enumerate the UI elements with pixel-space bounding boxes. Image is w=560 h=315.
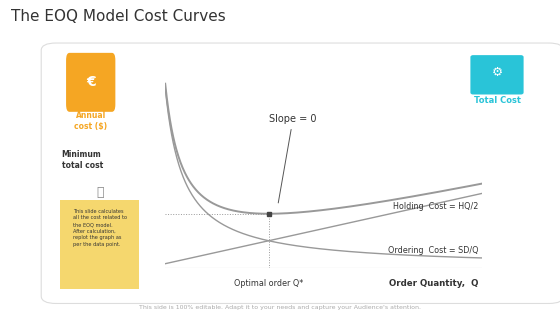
Text: Order Quantity,  Q: Order Quantity, Q (389, 279, 479, 288)
Text: Annual
cost ($): Annual cost ($) (74, 111, 108, 131)
Text: This side is 100% editable. Adapt it to your needs and capture your Audience's a: This side is 100% editable. Adapt it to … (139, 305, 421, 310)
Text: Holding  Cost = HQ/2: Holding Cost = HQ/2 (393, 202, 479, 211)
Text: This slide calculates
all the cost related to
the EOQ model.
After calculation,
: This slide calculates all the cost relat… (73, 209, 127, 247)
FancyBboxPatch shape (470, 55, 524, 94)
FancyBboxPatch shape (66, 53, 115, 112)
Text: Optimal order Q*: Optimal order Q* (234, 279, 304, 288)
Text: ⹀: ⹀ (96, 186, 104, 199)
Text: Ordering  Cost = SD/Q: Ordering Cost = SD/Q (388, 246, 479, 255)
FancyBboxPatch shape (60, 200, 139, 289)
Text: ⚙: ⚙ (491, 66, 503, 79)
Text: Minimum
total cost: Minimum total cost (62, 150, 103, 170)
Text: Total Cost: Total Cost (474, 96, 521, 105)
FancyBboxPatch shape (41, 43, 560, 303)
Text: €: € (86, 75, 96, 89)
Text: Slope = 0: Slope = 0 (269, 114, 317, 203)
Text: The EOQ Model Cost Curves: The EOQ Model Cost Curves (11, 9, 226, 25)
